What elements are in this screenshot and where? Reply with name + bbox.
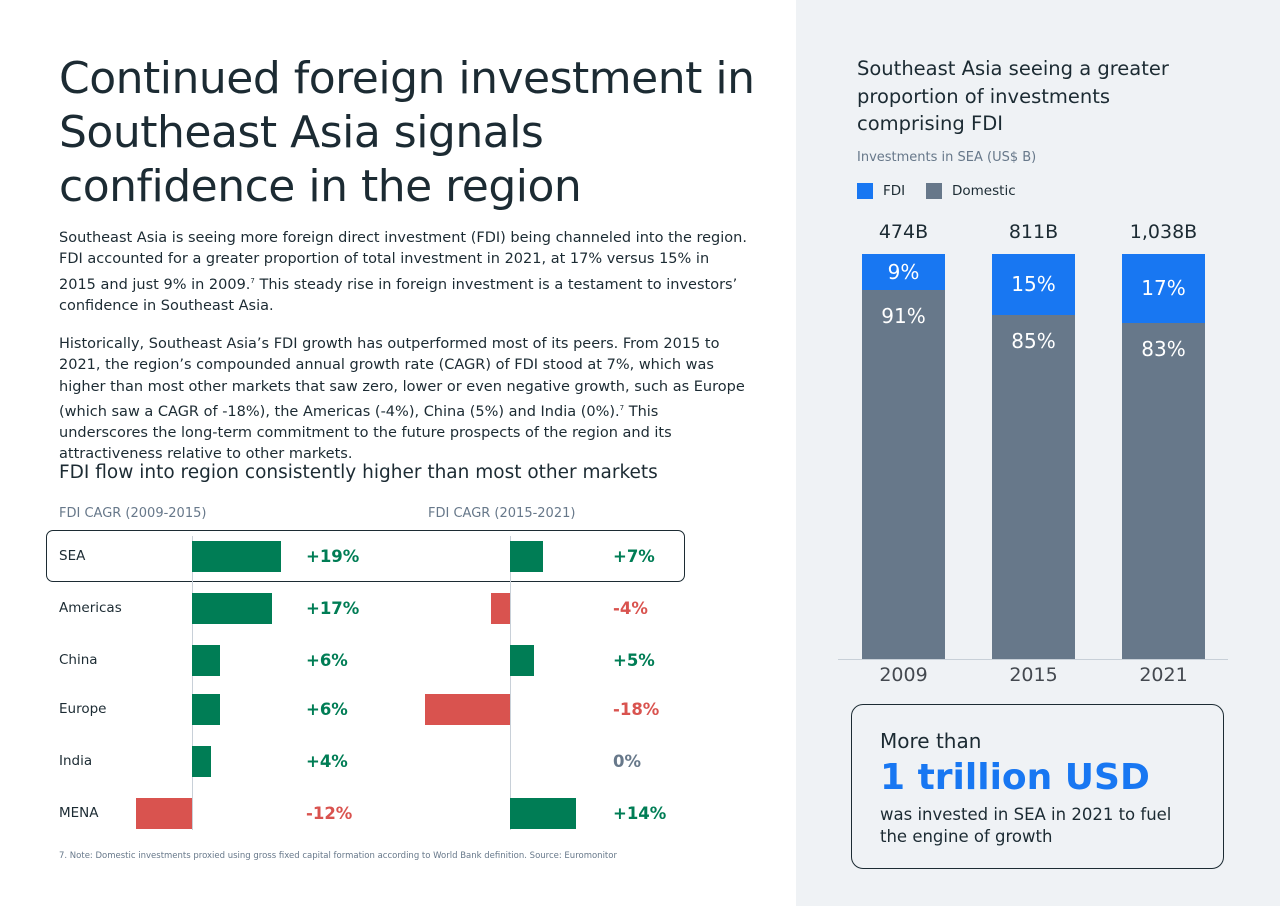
legend-swatch-fdi xyxy=(857,183,873,199)
row-label-sea: SEA xyxy=(59,548,86,564)
cagr-value-0-india: +4% xyxy=(306,752,348,771)
stack-domestic-2009 xyxy=(862,290,945,659)
history-text-after: This underscores the long-term commitmen… xyxy=(59,403,672,463)
footnote-ref: 7 xyxy=(619,403,625,412)
cagr-value-0-sea: +19% xyxy=(306,547,360,566)
stack-domestic-label-2021: 83% xyxy=(1141,336,1186,361)
cagr-bar-1-mena xyxy=(510,798,576,829)
page-title: Continued foreign investment in Southeas… xyxy=(59,53,755,212)
cagr-value-0-europe: +6% xyxy=(306,700,348,719)
intro-text-after: This steady rise in foreign investment i… xyxy=(59,276,738,314)
callout-post: was invested in SEA in 2021 to fuel the … xyxy=(880,805,1172,846)
callout-box xyxy=(851,704,1224,869)
legend-swatch-domestic xyxy=(926,183,942,199)
stack-total-2009: 474B xyxy=(878,221,929,243)
stack-domestic-label-2015: 85% xyxy=(1011,328,1056,353)
sea-highlight-box xyxy=(46,530,685,582)
stack-fdi-label-2021: 17% xyxy=(1141,276,1186,301)
history-text: Historically, Southeast Asia’s FDI growt… xyxy=(59,336,745,420)
callout-pre: More than xyxy=(880,729,982,753)
row-label-americas: Americas xyxy=(59,600,122,616)
cagr-value-1-americas: -4% xyxy=(613,599,648,618)
cagr-bar-0-americas xyxy=(192,593,272,624)
footnote-ref: 7 xyxy=(250,276,255,285)
cagr-bar-0-europe xyxy=(192,694,221,725)
cagr-bar-0-china xyxy=(192,645,221,676)
row-label-mena: MENA xyxy=(59,805,99,821)
stack-fdi-2021 xyxy=(1122,254,1205,323)
callout-highlight: 1 trillion USD xyxy=(880,757,1150,798)
cagr-value-0-china: +6% xyxy=(306,651,348,670)
row-label-europe: Europe xyxy=(59,701,107,717)
stack-chart-subtitle: Investments in SEA (US$ B) xyxy=(857,150,1037,165)
stack-year-2015: 2015 xyxy=(1009,664,1058,686)
stack-fdi-2009 xyxy=(862,254,945,291)
stack-baseline xyxy=(838,659,1228,660)
stack-domestic-label-2009: 91% xyxy=(881,304,926,329)
stack-fdi-label-2009: 9% xyxy=(887,260,920,285)
stack-year-2021: 2021 xyxy=(1139,664,1188,686)
cagr-value-1-china: +5% xyxy=(613,651,655,670)
cagr-bar-1-europe xyxy=(425,694,510,725)
cagr-axis-0 xyxy=(192,536,193,830)
legend-fdi: FDI xyxy=(857,183,905,199)
cagr-bar-0-india xyxy=(192,746,211,777)
cagr-value-0-mena: -12% xyxy=(306,804,353,823)
flow-heading: FDI flow into region consistently higher… xyxy=(59,462,658,483)
cagr-value-1-mena: +14% xyxy=(613,804,667,823)
cagr-col-label-1: FDI CAGR (2015-2021) xyxy=(428,506,576,521)
cagr-bar-1-sea xyxy=(510,541,543,572)
cagr-bar-0-sea xyxy=(192,541,282,572)
stack-domestic-2015 xyxy=(992,314,1075,659)
intro-text: Southeast Asia is seeing more foreign di… xyxy=(59,230,747,293)
legend-label-domestic: Domestic xyxy=(952,183,1016,199)
cagr-col-label-0: FDI CAGR (2009-2015) xyxy=(59,506,207,521)
stack-chart-title: Southeast Asia seeing a greater proporti… xyxy=(857,57,1169,135)
stack-total-2021: 1,038B xyxy=(1129,221,1198,243)
stack-fdi-label-2015: 15% xyxy=(1011,272,1056,297)
stack-fdi-2015 xyxy=(992,254,1075,315)
history-paragraph: Historically, Southeast Asia’s FDI growt… xyxy=(59,334,749,466)
footnote: 7. Note: Domestic investments proxied us… xyxy=(59,851,617,861)
legend-label-fdi: FDI xyxy=(883,183,906,199)
stack-total-2015: 811B xyxy=(1008,221,1059,243)
legend-domestic: Domestic xyxy=(926,183,1016,199)
stack-domestic-2021 xyxy=(1122,322,1205,659)
intro-paragraph: Southeast Asia is seeing more foreign di… xyxy=(59,228,749,317)
cagr-value-0-americas: +17% xyxy=(306,599,360,618)
stack-year-2009: 2009 xyxy=(879,664,928,686)
row-label-india: India xyxy=(59,753,93,769)
cagr-value-1-sea: +7% xyxy=(613,547,655,566)
cagr-bar-1-china xyxy=(510,645,534,676)
row-label-china: China xyxy=(59,652,98,668)
cagr-bar-0-mena xyxy=(135,798,192,829)
cagr-value-1-europe: -18% xyxy=(613,700,660,719)
cagr-axis-1 xyxy=(510,536,511,830)
cagr-bar-1-americas xyxy=(491,593,510,624)
cagr-value-1-india: 0% xyxy=(613,752,642,771)
